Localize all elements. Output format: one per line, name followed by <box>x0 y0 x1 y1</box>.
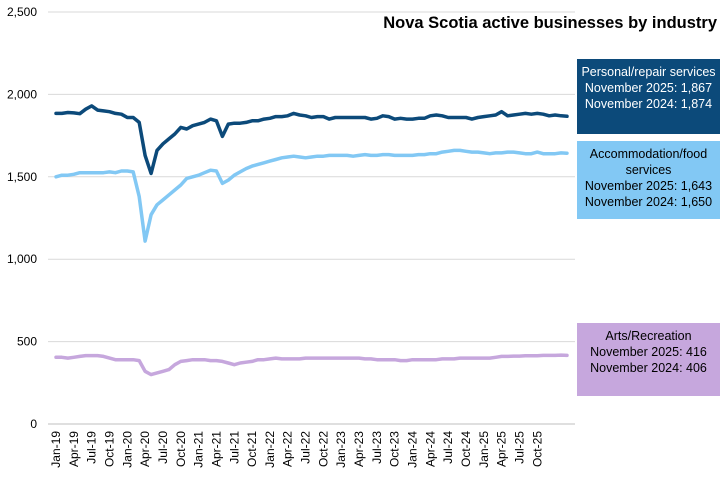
y-axis-ticks: 0 500 1,000 1,500 2,000 2,500 <box>7 5 37 431</box>
x-tick-label: Oct-22 <box>316 431 330 467</box>
x-tick-label: Apr-24 <box>423 431 437 467</box>
x-tick-label: Oct-24 <box>459 431 473 467</box>
x-tick-label: Apr-25 <box>495 431 509 467</box>
x-tick-label: Jan-24 <box>406 431 420 468</box>
legend-value-2024: November 2024: 406 <box>590 361 707 375</box>
y-tick-label: 500 <box>17 335 37 349</box>
x-tick-label: Apr-21 <box>209 431 223 467</box>
y-tick-label: 0 <box>30 417 37 431</box>
x-tick-label: Jul-24 <box>441 431 455 464</box>
gridlines <box>48 11 575 343</box>
legend-value-2024: November 2024: 1,874 <box>584 97 713 111</box>
x-tick-label: Oct-21 <box>245 431 259 467</box>
x-tick-label: Jul-21 <box>227 431 241 464</box>
x-tick-label: Oct-20 <box>174 431 188 467</box>
x-tick-label: Jan-21 <box>192 431 206 468</box>
chart-title: Nova Scotia active businesses by industr… <box>383 14 717 32</box>
x-tick-label: Jul-25 <box>512 431 526 464</box>
x-tick-label: Oct-19 <box>102 431 116 467</box>
series-line-personal-repair-services <box>54 104 569 176</box>
x-tick-label: Jan-25 <box>477 431 491 468</box>
x-tick-label: Jul-22 <box>299 431 313 464</box>
legend-accommodation-food: Accommodation/food services November 202… <box>577 141 720 219</box>
legend-series-name: Arts/Recreation <box>605 329 692 343</box>
legend-value-2025: November 2025: 1,643 <box>584 179 713 193</box>
x-tick-label: Jul-23 <box>370 431 384 464</box>
x-tick-label: Apr-23 <box>352 431 366 467</box>
x-tick-label: Jan-23 <box>334 431 348 468</box>
legend-series-name: Personal/repair services <box>581 65 716 79</box>
legend-series-name: Accommodation/food services <box>589 147 708 177</box>
series-line-accommodation-food-services <box>54 148 569 243</box>
legend-value-2024: November 2024: 1,650 <box>584 195 713 209</box>
y-tick-label: 2,000 <box>7 87 37 101</box>
x-tick-label: Oct-23 <box>388 431 402 467</box>
x-tick-label: Jan-22 <box>263 431 277 468</box>
legend-arts-recreation: Arts/Recreation November 2025: 416 Novem… <box>577 323 720 396</box>
x-tick-label: Oct-25 <box>530 431 544 467</box>
legend-value-2025: November 2025: 416 <box>590 345 707 359</box>
x-tick-label: Jan-20 <box>120 431 134 468</box>
x-tick-label: Apr-19 <box>67 431 81 467</box>
x-tick-label: Apr-22 <box>281 431 295 467</box>
x-tick-label: Jul-20 <box>156 431 170 464</box>
x-tick-label: Apr-20 <box>138 431 152 467</box>
series-line-arts-recreation <box>54 353 569 377</box>
legend-personal-repair: Personal/repair services November 2025: … <box>577 59 720 134</box>
x-tick-label: Jul-19 <box>85 431 99 464</box>
legend-value-2025: November 2025: 1,867 <box>584 81 713 95</box>
x-tick-label: Jan-19 <box>49 431 63 468</box>
y-tick-label: 2,500 <box>7 5 37 19</box>
x-axis-ticks: Jan-19 Apr-19 Jul-19 Oct-19 Jan-20 Apr-20 Jul-… <box>49 431 544 468</box>
y-tick-label: 1,000 <box>7 252 37 266</box>
y-tick-label: 1,500 <box>7 170 37 184</box>
series-lines <box>54 104 569 377</box>
